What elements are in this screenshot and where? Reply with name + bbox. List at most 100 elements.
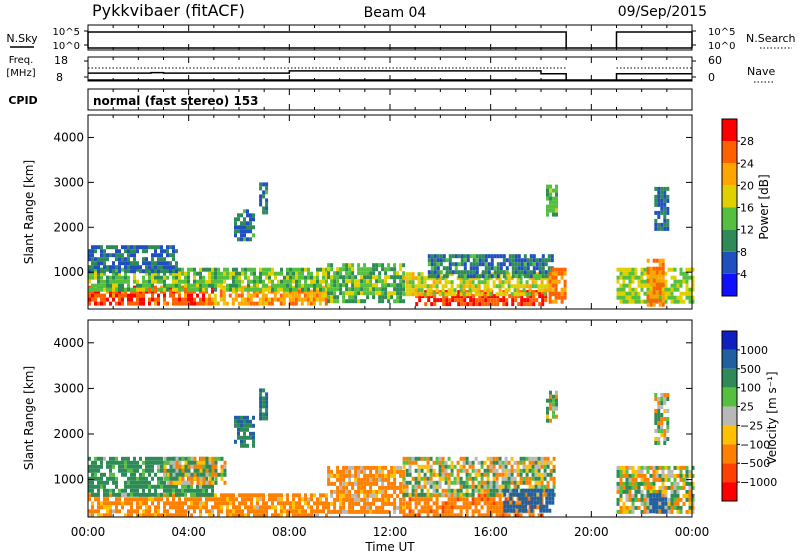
vel-data-cell [498, 456, 502, 461]
power-data-cell [265, 202, 269, 207]
vel-data-cell [543, 484, 547, 489]
power-data-cell [351, 287, 355, 292]
power-data-cell [399, 291, 403, 296]
vel-data-cell [471, 480, 475, 485]
power-data-cell [88, 265, 91, 270]
power-data-cell [691, 287, 695, 292]
vel-data-cell [441, 509, 445, 514]
power-data-cell [369, 279, 373, 284]
power-data-cell [91, 261, 94, 266]
power-colorbar-tick-label: 20 [740, 179, 754, 192]
power-data-cell [265, 182, 269, 187]
power-data-cell [136, 265, 139, 270]
vel-data-cell [640, 493, 644, 498]
power-data-cell [676, 287, 680, 292]
velocity-colorbar-swatch [722, 444, 737, 464]
power-data-cell [232, 287, 235, 292]
power-data-cell [103, 283, 106, 288]
power-data-cell [414, 284, 418, 289]
power-data-cell [88, 285, 91, 290]
nsearch-tick-top: 10^5 [708, 27, 735, 38]
vel-data-cell [528, 460, 532, 465]
vel-data-cell [393, 469, 397, 474]
power-data-cell [178, 287, 181, 292]
vel-data-cell [139, 505, 142, 510]
vel-data-cell [163, 480, 166, 485]
vel-data-cell [660, 397, 664, 401]
power-data-cell [378, 271, 382, 276]
power-data-cell [219, 297, 223, 302]
vel-data-cell [151, 476, 154, 481]
vel-data-cell [444, 468, 448, 473]
power-data-cell [552, 208, 555, 213]
power-data-cell [634, 267, 638, 272]
vel-data-cell [509, 508, 513, 513]
vel-data-cell [417, 501, 421, 506]
power-data-cell [529, 270, 533, 275]
power-data-cell [342, 283, 346, 288]
vel-data-cell [546, 460, 550, 465]
power-data-cell [184, 279, 187, 284]
vel-data-cell [552, 468, 556, 473]
vel-data-cell [414, 493, 418, 498]
power-data-cell [154, 265, 157, 270]
vel-data-cell [265, 416, 269, 421]
vel-data-cell [512, 488, 516, 493]
power-data-cell [345, 267, 349, 272]
power-data-cell [274, 275, 277, 280]
power-data-cell [223, 275, 226, 280]
power-data-cell [526, 266, 530, 271]
vel-data-cell [115, 480, 118, 485]
vel-data-cell [387, 477, 391, 482]
power-data-cell [255, 301, 259, 306]
power-data-cell [676, 279, 680, 284]
vel-data-cell [184, 513, 187, 518]
power-data-cell [172, 265, 175, 270]
vel-data-cell [363, 477, 367, 482]
vel-data-cell [513, 513, 517, 518]
power-data-cell [357, 299, 361, 304]
vel-data-cell [252, 423, 255, 428]
vel-data-cell [148, 472, 151, 477]
power-data-cell [405, 284, 409, 289]
vel-data-cell [399, 505, 403, 510]
vel-data-cell [663, 433, 667, 437]
vel-data-cell [402, 460, 406, 465]
power-data-cell [496, 266, 500, 271]
power-data-cell [390, 283, 394, 288]
power-data-cell [208, 279, 211, 284]
power-data-cell [387, 283, 391, 288]
vel-data-cell [106, 505, 109, 510]
vel-data-cell [381, 505, 385, 510]
vel-data-cell [471, 492, 475, 497]
vel-data-cell [685, 493, 689, 498]
power-data-cell [213, 293, 217, 298]
power-data-cell [462, 292, 466, 297]
vel-data-cell [381, 481, 385, 486]
power-data-cell [384, 279, 388, 284]
power-data-cell [181, 279, 184, 284]
power-data-cell [235, 287, 238, 292]
vel-data-cell [94, 492, 97, 497]
vel-data-cell [673, 505, 677, 510]
vel-data-cell [515, 488, 519, 493]
vel-data-cell [139, 456, 142, 461]
velocity-colorbar-tick-label: 100 [740, 382, 761, 395]
vel-data-cell [157, 505, 160, 510]
power-data-cell [369, 287, 373, 292]
vel-data-cell [238, 501, 241, 506]
power-data-cell [94, 267, 97, 272]
vel-data-cell [220, 501, 223, 506]
vel-data-cell [172, 456, 176, 461]
power-data-cell [103, 287, 106, 292]
power-data-cell [646, 294, 650, 299]
power-data-cell [354, 295, 358, 300]
power-data-cell [402, 299, 406, 304]
vel-data-cell [649, 493, 653, 498]
vel-data-cell [660, 413, 664, 417]
vel-data-cell [524, 504, 528, 509]
power-data-cell [240, 225, 243, 230]
vel-data-cell [486, 476, 490, 481]
power-data-cell [196, 283, 199, 288]
vel-data-cell [622, 501, 626, 506]
